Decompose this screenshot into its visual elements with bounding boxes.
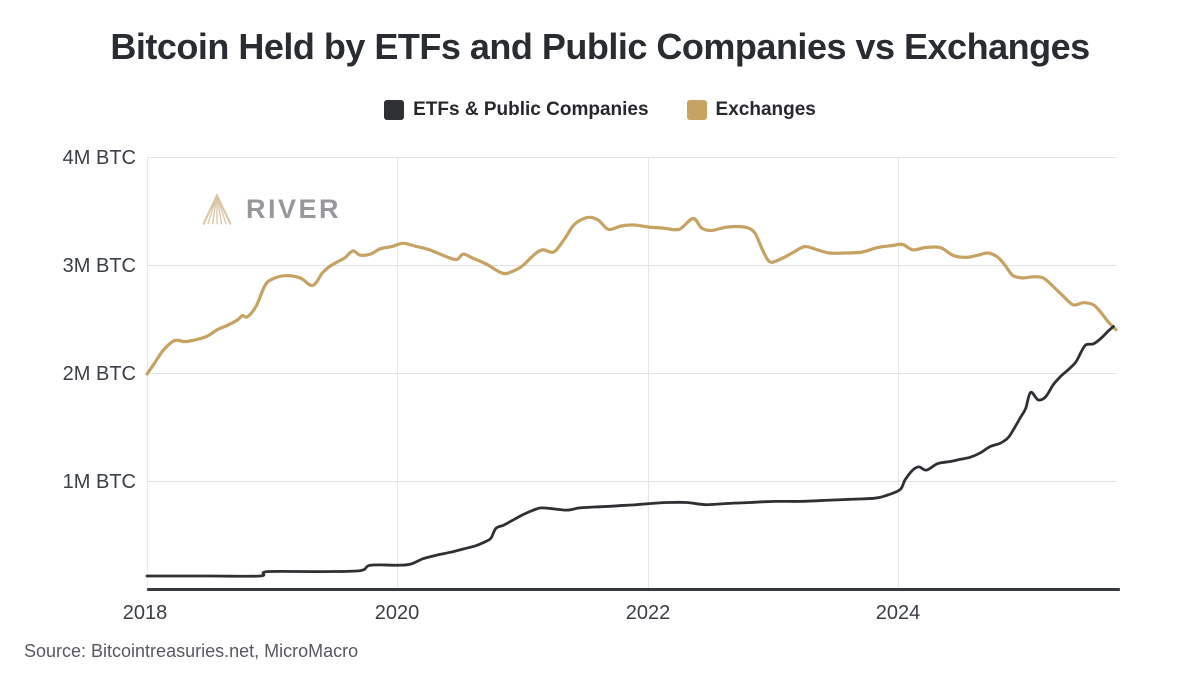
- x-tick-2024: 2024: [875, 602, 921, 624]
- gridline-2018: [147, 158, 148, 590]
- legend-item-exchanges: Exchanges: [686, 99, 816, 121]
- legend-label-exchanges: Exchanges: [715, 99, 816, 120]
- x-tick-2022: 2022: [625, 602, 671, 624]
- gridline-1m: [147, 481, 1116, 482]
- gridline-2022: [648, 158, 649, 590]
- river-logo-text: RIVER: [246, 194, 342, 224]
- x-axis-line: [147, 588, 1120, 591]
- chart-title: Bitcoin Held by ETFs and Public Companie…: [110, 26, 1090, 67]
- river-logo: RIVER: [201, 192, 341, 227]
- series-line-etfs-public-companies: [145, 325, 1115, 578]
- gridline-2020: [397, 158, 398, 590]
- x-tick-2018: 2018: [122, 602, 168, 624]
- gridline-2m: [147, 373, 1116, 374]
- legend: ETFs & Public Companies Exchanges: [0, 99, 1200, 121]
- legend-label-etfs: ETFs & Public Companies: [413, 99, 649, 120]
- y-tick-3m: 3M BTC: [62, 255, 136, 277]
- gridline-4m: [147, 157, 1116, 158]
- gridline-3m: [147, 265, 1116, 266]
- source-note: Source: Bitcointreasuries.net, MicroMacr…: [24, 641, 359, 661]
- x-tick-2020: 2020: [374, 602, 420, 624]
- legend-swatch-exchanges-icon: [686, 100, 707, 120]
- series-line-exchanges: [145, 215, 1118, 376]
- river-fan-icon: [202, 194, 232, 225]
- y-tick-2m: 2M BTC: [62, 363, 136, 385]
- gridline-2024: [898, 158, 899, 590]
- y-tick-1m: 1M BTC: [62, 471, 136, 493]
- legend-item-etfs: ETFs & Public Companies: [384, 99, 649, 121]
- legend-swatch-etfs-icon: [384, 100, 405, 120]
- y-tick-4m: 4M BTC: [62, 147, 136, 169]
